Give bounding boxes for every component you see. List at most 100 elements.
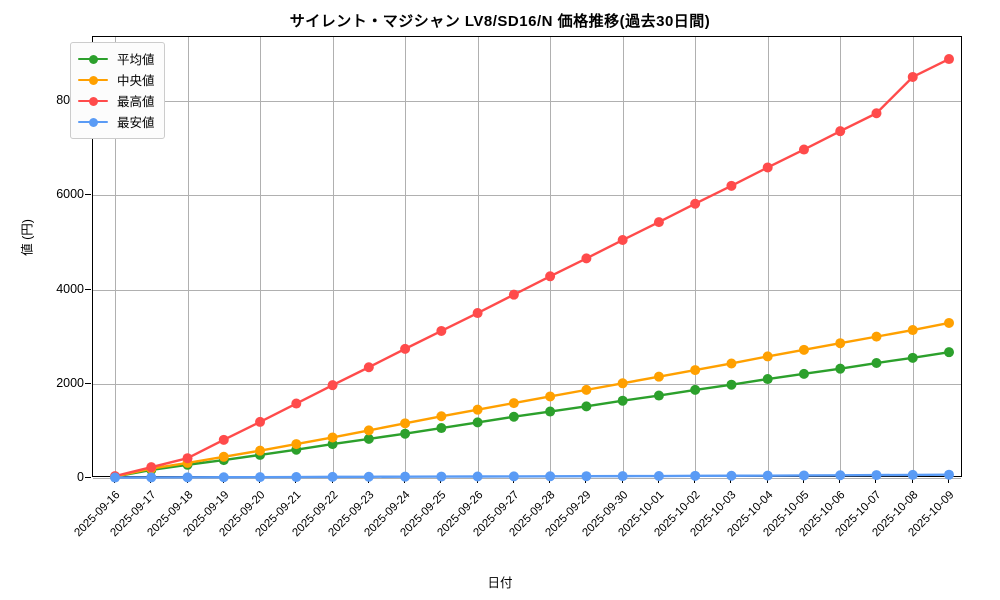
data-point-marker	[545, 406, 556, 417]
y-axis-tick-mark	[85, 194, 91, 196]
x-axis-tick-mark	[911, 477, 913, 483]
gridline-vertical	[767, 37, 769, 476]
gridline-vertical	[840, 37, 842, 476]
gridline-horizontal	[93, 478, 961, 479]
data-point-marker	[871, 331, 882, 342]
data-point-marker	[617, 395, 628, 406]
gridline-horizontal	[93, 383, 961, 385]
legend-marker-icon	[78, 74, 108, 86]
data-point-marker	[907, 469, 918, 480]
y-axis-tick-mark	[85, 382, 91, 384]
y-axis-tick-mark	[85, 288, 91, 290]
legend-item[interactable]: 平均値	[78, 48, 155, 69]
series-line	[113, 57, 951, 478]
data-point-marker	[617, 471, 628, 482]
data-point-marker	[726, 180, 737, 191]
data-point-marker	[581, 253, 592, 264]
gridline-vertical	[477, 37, 479, 476]
gridline-vertical	[405, 37, 407, 476]
data-point-marker	[472, 404, 483, 415]
gridline-vertical	[695, 37, 697, 476]
data-point-marker	[508, 398, 519, 409]
data-point-marker	[363, 362, 374, 373]
data-point-marker	[617, 235, 628, 246]
data-point-marker	[871, 358, 882, 369]
data-point-marker	[798, 144, 809, 155]
y-axis-tick-mark	[85, 477, 91, 478]
data-point-marker	[653, 371, 664, 382]
legend-item[interactable]: 最高値	[78, 90, 155, 111]
y-axis-tick-label: 0	[77, 470, 84, 484]
data-point-marker	[400, 471, 411, 482]
series-line	[113, 473, 951, 479]
legend-marker-icon	[78, 95, 108, 107]
data-point-marker	[472, 471, 483, 482]
data-point-marker	[436, 423, 447, 434]
data-point-marker	[762, 374, 773, 385]
data-point-marker	[400, 418, 411, 429]
data-point-marker	[835, 126, 846, 137]
data-point-marker	[182, 453, 193, 464]
data-point-marker	[944, 347, 954, 358]
y-axis-tick-label: 2000	[56, 375, 84, 390]
data-point-marker	[762, 162, 773, 173]
data-point-marker	[436, 471, 447, 482]
legend-item[interactable]: 中央値	[78, 69, 155, 90]
data-series	[110, 347, 954, 482]
x-axis-tick-mark	[948, 477, 949, 483]
data-point-marker	[762, 351, 773, 362]
data-point-marker	[798, 470, 809, 481]
data-point-marker	[545, 471, 556, 482]
data-point-marker	[218, 434, 229, 445]
data-point-marker	[726, 379, 737, 390]
gridline-vertical	[912, 37, 914, 476]
data-point-marker	[436, 325, 447, 336]
gridline-vertical	[260, 37, 262, 476]
data-point-marker	[110, 472, 120, 483]
gridline-vertical	[622, 37, 624, 476]
series-line	[113, 321, 951, 478]
gridline-vertical	[187, 37, 189, 476]
data-point-marker	[944, 54, 954, 65]
data-point-marker	[291, 472, 302, 483]
data-point-marker	[146, 462, 157, 473]
data-point-marker	[581, 471, 592, 482]
legend-marker-icon	[78, 116, 108, 128]
data-point-marker	[291, 439, 302, 450]
data-point-marker	[944, 317, 954, 328]
legend-item-label: 最安値	[117, 116, 155, 130]
data-point-marker	[617, 378, 628, 389]
legend-item-label: 平均値	[117, 53, 155, 67]
gridline-horizontal	[93, 195, 961, 197]
data-point-marker	[327, 380, 338, 391]
data-point-marker	[255, 416, 266, 427]
gridline-vertical	[332, 37, 334, 476]
data-point-marker	[835, 363, 846, 374]
data-point-marker	[726, 358, 737, 369]
data-point-marker	[798, 344, 809, 355]
data-point-marker	[653, 217, 664, 228]
legend-item[interactable]: 最安値	[78, 111, 155, 132]
data-series	[110, 54, 954, 482]
data-point-marker	[218, 472, 229, 483]
data-point-marker	[545, 271, 556, 282]
gridline-horizontal	[93, 289, 961, 291]
plot-area	[92, 36, 962, 483]
data-point-marker	[291, 398, 302, 409]
legend-item-label: 中央値	[117, 74, 155, 88]
data-lines-layer	[110, 54, 954, 483]
y-axis-tick-label: 6000	[56, 187, 84, 202]
series-line	[113, 350, 951, 478]
data-point-marker	[944, 469, 954, 480]
data-series	[110, 317, 954, 482]
data-point-marker	[653, 390, 664, 401]
chart-title: サイレント・マジシャン LV8/SD16/N 価格推移(過去30日間)	[289, 13, 711, 30]
data-point-marker	[400, 428, 411, 439]
data-point-marker	[472, 417, 483, 428]
legend-marker-icon	[78, 53, 108, 65]
data-point-marker	[726, 470, 737, 481]
gridline-vertical	[115, 37, 116, 476]
data-point-marker	[436, 411, 447, 422]
data-point-marker	[871, 470, 882, 481]
